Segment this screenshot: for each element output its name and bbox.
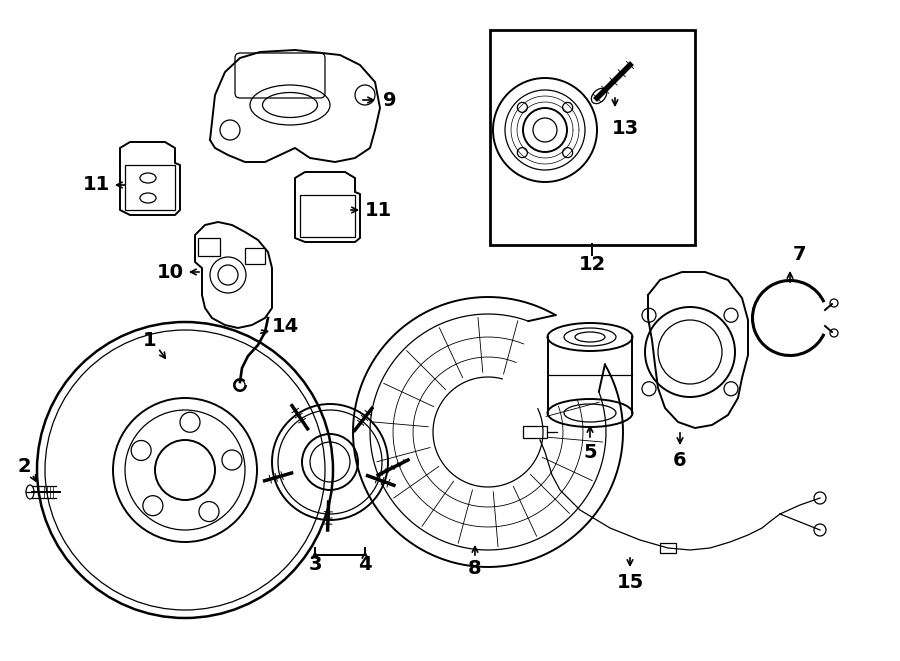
Bar [523,426,547,438]
Text: 11: 11 [364,200,392,219]
Bar [660,543,676,553]
Text: 4: 4 [358,555,372,574]
Text: 7: 7 [793,245,806,264]
Text: 10: 10 [157,262,184,282]
Text: 15: 15 [616,572,643,592]
Bar [300,195,355,237]
Text: 5: 5 [583,442,597,461]
Bar [245,248,265,264]
Text: 3: 3 [308,555,322,574]
Text: 8: 8 [468,559,482,578]
Text: 12: 12 [579,256,606,274]
Text: 9: 9 [383,91,397,110]
Bar [490,30,695,245]
Text: 13: 13 [611,118,639,137]
Text: 6: 6 [673,451,687,469]
Text: 1: 1 [143,330,157,350]
Bar [198,238,220,256]
Text: 14: 14 [272,317,299,336]
Text: 11: 11 [83,176,110,194]
Text: 2: 2 [17,457,31,475]
Bar [125,165,175,210]
